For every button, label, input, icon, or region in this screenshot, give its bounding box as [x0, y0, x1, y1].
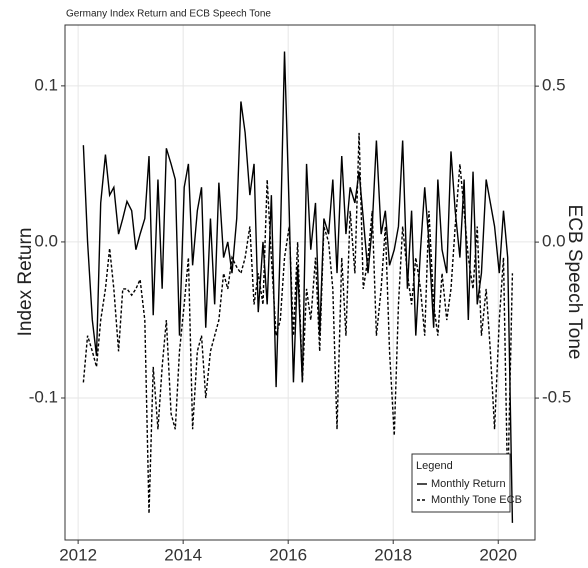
y2-axis-label: ECB Speech Tone — [564, 205, 585, 360]
x-tick-label: 2018 — [374, 545, 412, 564]
y-tick-label: 0.1 — [34, 75, 58, 94]
legend-label: Monthly Return — [431, 478, 506, 490]
x-tick-label: 2014 — [164, 545, 202, 564]
y2-tick-label: 0.5 — [542, 76, 566, 95]
y2-tick-label: 0.0 — [542, 232, 566, 251]
y-tick-label: -0.1 — [29, 387, 58, 406]
plot-border — [64, 24, 536, 541]
x-tick-label: 2020 — [479, 545, 517, 564]
legend-title: Legend — [416, 460, 453, 472]
chart-title: Germany Index Return and ECB Speech Tone — [66, 9, 271, 20]
legend-label: Monthly Tone ECB — [431, 494, 522, 506]
x-tick-label: 2012 — [59, 545, 97, 564]
legend-box — [411, 453, 511, 513]
legend: Legend Monthly Return Monthly Tone ECB — [411, 453, 522, 513]
y-tick-label: 0.0 — [34, 231, 58, 250]
x-tick-label: 2016 — [269, 545, 307, 564]
y2-tick-label: -0.5 — [542, 388, 571, 407]
data-line — [82, 51, 514, 523]
data-line — [82, 132, 514, 514]
y-axis-label: Index Return — [15, 228, 36, 337]
